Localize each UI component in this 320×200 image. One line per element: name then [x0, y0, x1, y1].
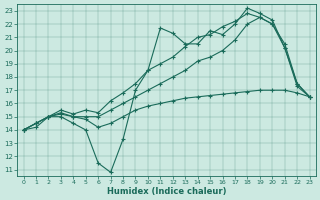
X-axis label: Humidex (Indice chaleur): Humidex (Indice chaleur)	[107, 187, 226, 196]
